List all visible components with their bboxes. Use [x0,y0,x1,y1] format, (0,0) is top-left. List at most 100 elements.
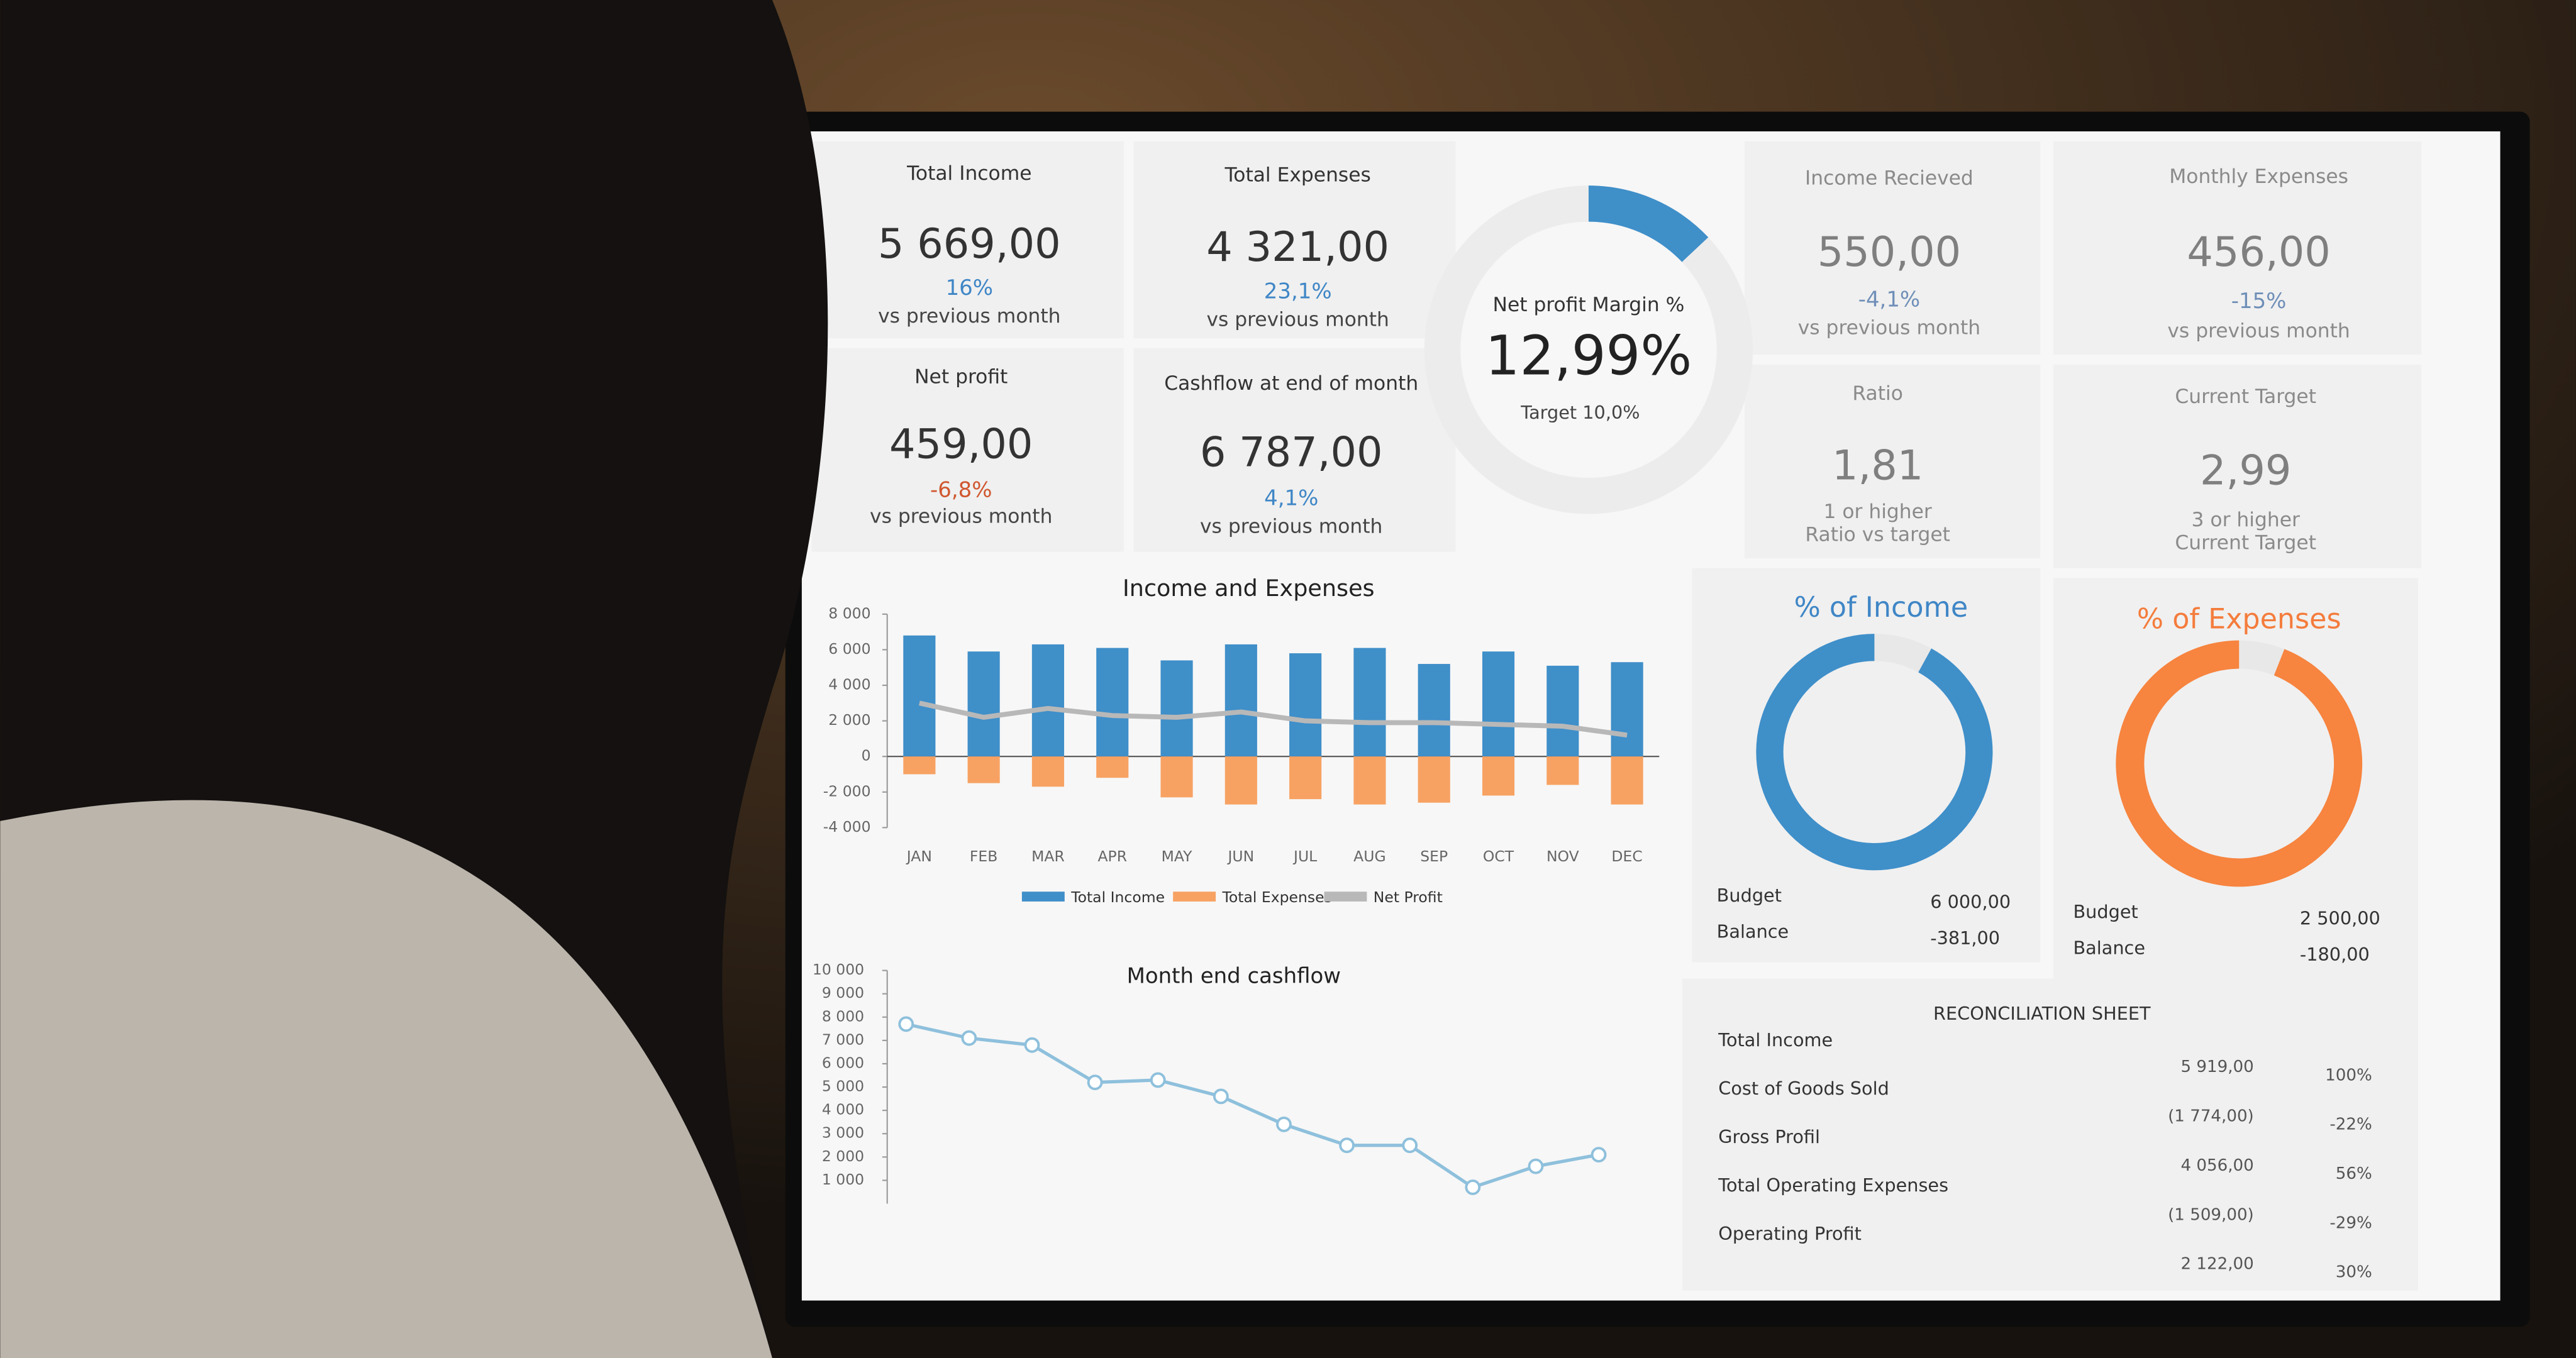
row-percent: 30% [2336,1263,2372,1282]
summary-value: 6 000,00 [1930,892,2011,913]
summary-label: Budget [2073,901,2138,922]
bar [1289,756,1322,800]
kpi-title: Income Recieved [1805,167,1974,190]
bar [1224,644,1257,757]
person-shoulder [0,800,772,1358]
legend-label: Total Income [1070,888,1165,906]
legend-swatch [1324,892,1367,902]
x-tick-label: JUL [1292,847,1317,865]
y-tick-label: 8 000 [822,1007,864,1025]
kpi-note: Ratio vs target [1805,523,1950,546]
kpi-change: 16% [946,275,993,301]
kpi-note: vs previous month [870,505,1052,528]
line-point [1087,1074,1103,1091]
row-percent: 56% [2336,1164,2372,1183]
kpi-value: 6 787,00 [1200,429,1383,477]
kpi-title: Current Target [2175,385,2316,408]
y-tick-label: 6 000 [828,640,870,658]
kpi-value: 456,00 [2187,228,2330,276]
kpi-value: 5 669,00 [878,220,1061,268]
table-title: RECONCILIATION SHEET [1933,1003,2151,1024]
line-point [1213,1088,1229,1105]
kpi-note: vs previous month [878,305,1060,328]
legend-label: Net Profit [1374,888,1443,906]
x-tick-label: AUG [1353,847,1386,865]
kpi-note: vs previous month [1200,515,1382,538]
bar [1611,756,1643,805]
row-value: 2 122,00 [2180,1255,2253,1274]
bar [1546,665,1579,757]
summary-label: Budget [1717,885,1782,906]
legend-label: Total Expenses [1222,888,1332,906]
row-label: Cost of Goods Sold [1718,1078,1889,1099]
bar [1546,756,1579,785]
row-percent: -29% [2329,1213,2372,1232]
kpi-title: Net profit [914,366,1008,389]
row-value: 5 919,00 [2180,1057,2253,1076]
y-tick-label: 1 000 [822,1171,864,1188]
chart-title: Income and Expenses [1123,575,1375,602]
x-tick-label: MAR [1031,847,1065,865]
line-point [1402,1137,1418,1154]
bar [1611,662,1643,757]
x-tick-label: OCT [1483,847,1514,865]
line-point [1465,1179,1481,1195]
row-percent: -22% [2329,1115,2372,1134]
x-tick-label: JUN [1226,847,1254,865]
bar [1482,651,1515,757]
gauge-subtitle: Target 10,0% [1520,402,1640,423]
panels [811,141,2422,1291]
summary-label: Balance [1717,921,1789,942]
y-tick-label: 7 000 [822,1030,864,1048]
y-tick-label: 0 [862,747,871,765]
kpi-change: -4,1% [1858,287,1920,312]
kpi-value: 550,00 [1818,228,1961,276]
chart-title: % of Expenses [2137,603,2341,635]
bar [903,756,936,775]
legend-swatch [1021,892,1065,902]
y-tick-label: 3 000 [822,1124,864,1142]
line-point [1150,1072,1166,1088]
kpi-note: vs previous month [1206,308,1389,331]
y-tick-label: 5 000 [822,1078,864,1095]
kpi-value: 1,81 [1832,441,1923,489]
x-tick-label: NOV [1546,847,1579,865]
kpi-change: -15% [2231,289,2287,314]
line-series [906,1022,1599,1190]
bar [967,651,1000,757]
y-tick-label: 9 000 [822,984,864,1002]
bar [1418,664,1450,757]
donut-segment [2239,640,2285,676]
x-tick-label: MAY [1162,847,1193,865]
kpi-title: Total Income [906,162,1031,185]
summary-value: -381,00 [1930,927,2000,949]
row-label: Total Income [1718,1029,1833,1051]
y-tick-label: 4 000 [828,676,870,693]
row-label: Total Operating Expenses [1718,1174,1948,1196]
bar [1160,660,1193,757]
kpi-value: 2,99 [2200,446,2291,494]
kpi-title: Total Expenses [1224,163,1370,186]
kpi-title: Cashflow at end of month [1164,372,1418,395]
row-value: 4 056,00 [2180,1156,2253,1175]
y-tick-label: 2 000 [828,711,870,729]
line-series [919,700,1628,738]
line-point [1276,1116,1292,1132]
bar [1096,648,1129,757]
summary-label: Balance [2073,937,2145,959]
x-tick-label: FEB [970,847,998,865]
bar [967,756,1000,783]
bar [1353,648,1386,757]
gauge-value: 12,99% [1485,324,1692,387]
y-tick-label: 8 000 [828,604,870,622]
bar [903,635,936,757]
y-tick-label: 4 000 [822,1101,864,1118]
bar [1289,653,1322,757]
row-label: Operating Profit [1718,1223,1862,1244]
bar [1031,756,1065,787]
y-tick-label: 2 000 [822,1147,864,1165]
line-point [1591,1147,1607,1163]
row-percent: 100% [2325,1066,2372,1085]
kpi-note: 3 or higher [2192,509,2300,531]
